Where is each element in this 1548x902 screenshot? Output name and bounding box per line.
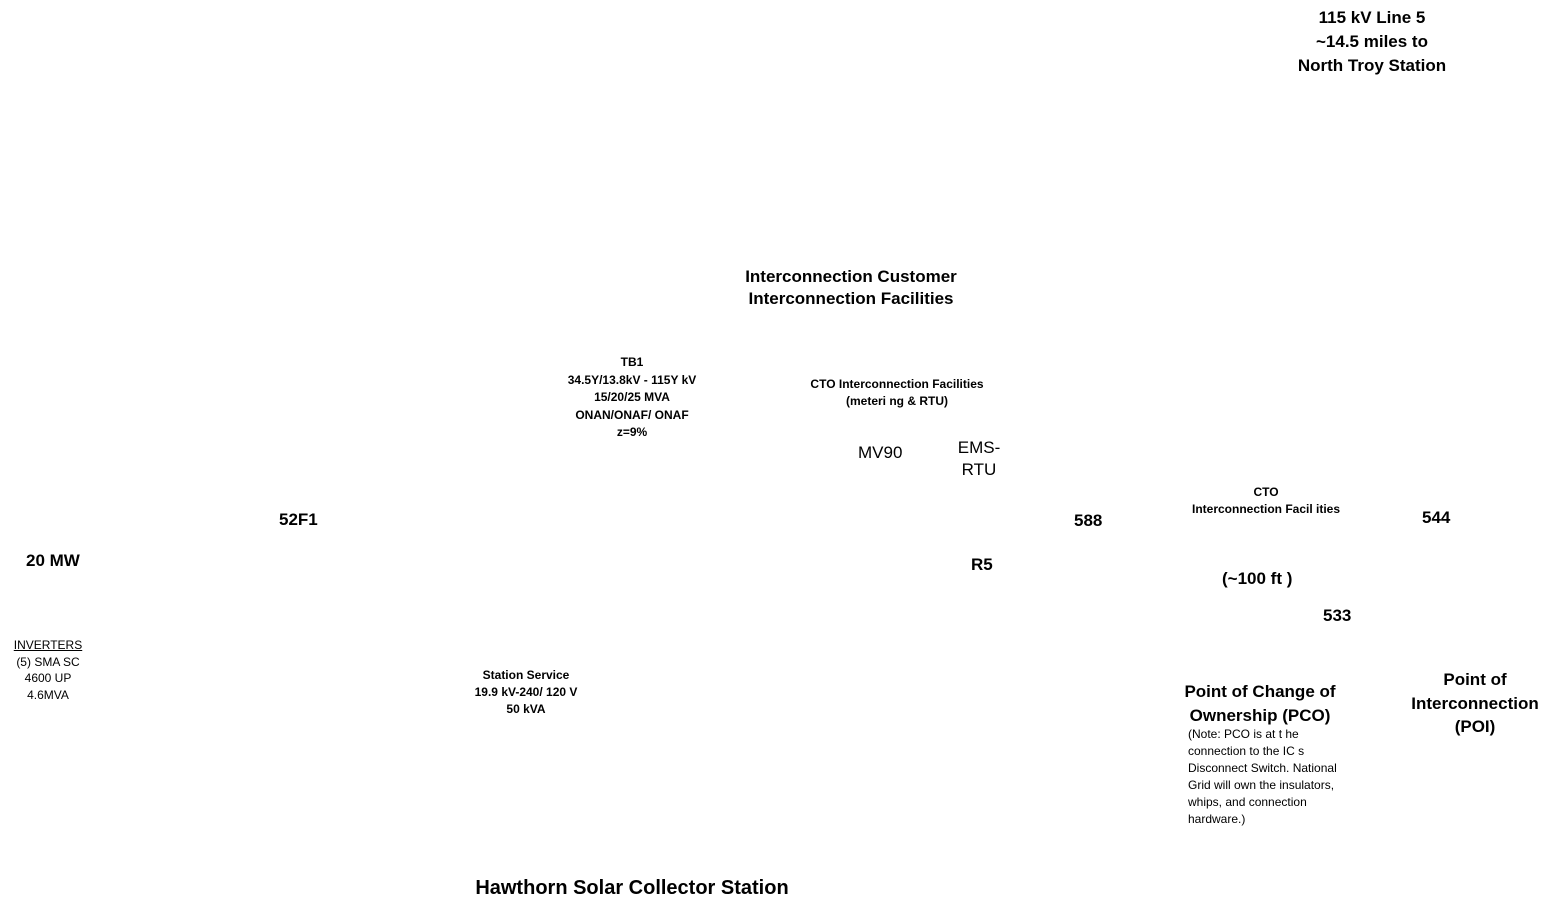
pco-title: Point of Change of Ownership (PCO) bbox=[1176, 680, 1344, 728]
tb1-rating: 15/20/25 MVA bbox=[594, 390, 670, 404]
inverters-line-2: 4600 UP bbox=[24, 671, 72, 685]
capacity-label: 20 MW bbox=[26, 551, 80, 570]
cto-facilities-label: CTO Interconnection Facil ities bbox=[1180, 484, 1352, 518]
mv90-label: MV90 bbox=[858, 443, 903, 462]
station-service-line-3: 50 kVA bbox=[506, 702, 546, 716]
breaker-52f1-label: 52F1 bbox=[279, 510, 318, 529]
tb1-voltage: 34.5Y/13.8kV - 115Y kV bbox=[567, 372, 697, 387]
line5-distance: ~14.5 miles to bbox=[1316, 32, 1428, 51]
station-service-label: Station Service 19.9 kV-240/ 120 V 50 kV… bbox=[462, 667, 590, 718]
switch-588-label: 588 bbox=[1074, 511, 1103, 530]
line5-label: 115 kV Line 5 ~14.5 miles to North Troy … bbox=[1290, 6, 1454, 78]
cto-metering-label: CTO Interconnection Facilities (meteri n… bbox=[796, 376, 998, 410]
line5-destination: North Troy Station bbox=[1297, 56, 1447, 75]
switch-544-label: 544 bbox=[1422, 508, 1451, 527]
customer-facilities-line-1: Interconnection Customer bbox=[745, 267, 957, 286]
pco-title-line-1: Point of Change of bbox=[1184, 682, 1336, 701]
distance-label: (~100 ft ) bbox=[1222, 569, 1293, 588]
poi-line-3: (POI) bbox=[1454, 717, 1496, 736]
cto-metering-line-1: CTO Interconnection Facilities bbox=[810, 377, 984, 391]
pco-note: (Note: PCO is at t he connection to the … bbox=[1188, 727, 1337, 826]
poi-line-2: Interconnection bbox=[1411, 693, 1539, 713]
customer-facilities-line-2: Interconnection Facilities bbox=[748, 289, 954, 308]
pco-title-line-2: Ownership (PCO) bbox=[1189, 706, 1331, 725]
inverters-line-1: (5) SMA SC bbox=[16, 654, 80, 669]
tb1-impedance: z=9% bbox=[616, 425, 648, 439]
tb1-cooling: ONAN/ONAF/ ONAF bbox=[575, 407, 689, 422]
ems-rtu-label: EMS- RTU bbox=[952, 437, 1006, 481]
poi-line-1: Point of bbox=[1443, 670, 1507, 689]
poi-label: Point of Interconnection (POI) bbox=[1404, 668, 1546, 739]
station-service-line-1: Station Service bbox=[482, 668, 570, 682]
inverters-line-3: 4.6MVA bbox=[27, 687, 69, 702]
cto-metering-line-2: (meteri ng & RTU) bbox=[846, 394, 948, 408]
relay-r5-label: R5 bbox=[971, 555, 993, 574]
ems-rtu-line-1: EMS- bbox=[957, 438, 1001, 457]
inverters-label: INVERTERS (5) SMA SC 4600 UP 4.6MVA bbox=[6, 637, 90, 703]
inverters-heading: INVERTERS bbox=[13, 638, 83, 652]
ems-rtu-line-2: RTU bbox=[961, 460, 997, 479]
line5-name: 115 kV Line 5 bbox=[1318, 8, 1426, 27]
station-title: Hawthorn Solar Collector Station bbox=[475, 877, 789, 899]
customer-facilities-label: Interconnection Customer Interconnection… bbox=[730, 266, 972, 310]
station-service-line-2: 19.9 kV-240/ 120 V bbox=[474, 685, 578, 699]
cto-facilities-line-1: CTO bbox=[1253, 485, 1279, 499]
switch-533-label: 533 bbox=[1323, 606, 1352, 625]
cto-facilities-line-2: Interconnection Facil ities bbox=[1191, 502, 1341, 516]
tb1-name: TB1 bbox=[620, 355, 644, 369]
transformer-tb1-label: TB1 34.5Y/13.8kV - 115Y kV 15/20/25 MVA … bbox=[552, 354, 712, 442]
